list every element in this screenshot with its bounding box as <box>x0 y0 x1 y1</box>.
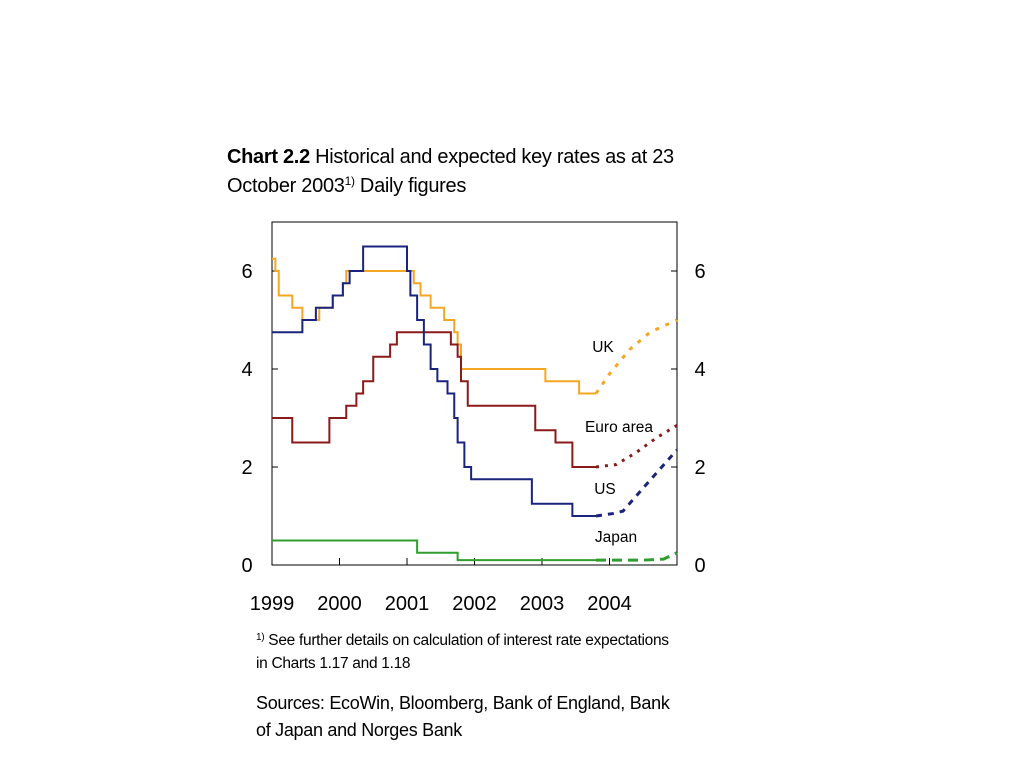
series-euro-area-historical-line <box>272 331 596 468</box>
title-text-1: Historical and expected key rates as at … <box>227 146 674 197</box>
y-tick-label-right: 0 <box>694 555 705 577</box>
x-tick-label: 2001 <box>385 593 430 615</box>
x-tick-label: 1999 <box>250 593 295 615</box>
series-label-japan: Japan <box>595 529 637 546</box>
y-tick-label-left: 2 <box>241 457 252 479</box>
y-tick-label-left: 0 <box>241 555 252 577</box>
series-japan-historical-line <box>272 539 596 562</box>
series-label-euro-area: Euro area <box>585 419 653 436</box>
series-labels: UK Euro area US Japan <box>585 339 653 546</box>
series-uk-expected-line <box>594 318 678 395</box>
series-us-expected-line <box>595 448 679 518</box>
y-tick-label-right: 4 <box>694 359 705 381</box>
plot-frame <box>271 221 678 566</box>
y-tick-label-left: 6 <box>241 261 252 283</box>
footnote-text: See further details on calculation of in… <box>256 632 669 672</box>
series-uk-historical-line <box>272 257 596 395</box>
x-tick-label: 2004 <box>587 593 632 615</box>
x-tick-label: 2003 <box>520 593 565 615</box>
title-text-2: Daily figures <box>354 175 467 197</box>
sources-note: Sources: EcoWin, Bloomberg, Bank of Engl… <box>256 693 670 740</box>
x-tick-label: 2000 <box>317 593 362 615</box>
footnote: 1) See further details on calculation of… <box>256 629 676 675</box>
x-tick-label: 2002 <box>452 593 497 615</box>
series-label-uk: UK <box>592 339 614 356</box>
y-tick-label-right: 6 <box>694 261 705 283</box>
series-label-us: US <box>594 481 616 498</box>
chart-number: Chart 2.2 <box>227 146 310 168</box>
y-tick-label-right: 2 <box>694 457 705 479</box>
series-lines <box>272 245 679 562</box>
footnote-marker: 1) <box>256 632 265 643</box>
series-us-historical-line <box>272 245 596 517</box>
title-footnote-marker: 1) <box>344 174 355 188</box>
chart-title: Chart 2.2 Historical and expected key ra… <box>227 143 727 201</box>
y-tick-label-left: 4 <box>241 359 252 381</box>
series-japan-expected-line <box>596 551 678 562</box>
